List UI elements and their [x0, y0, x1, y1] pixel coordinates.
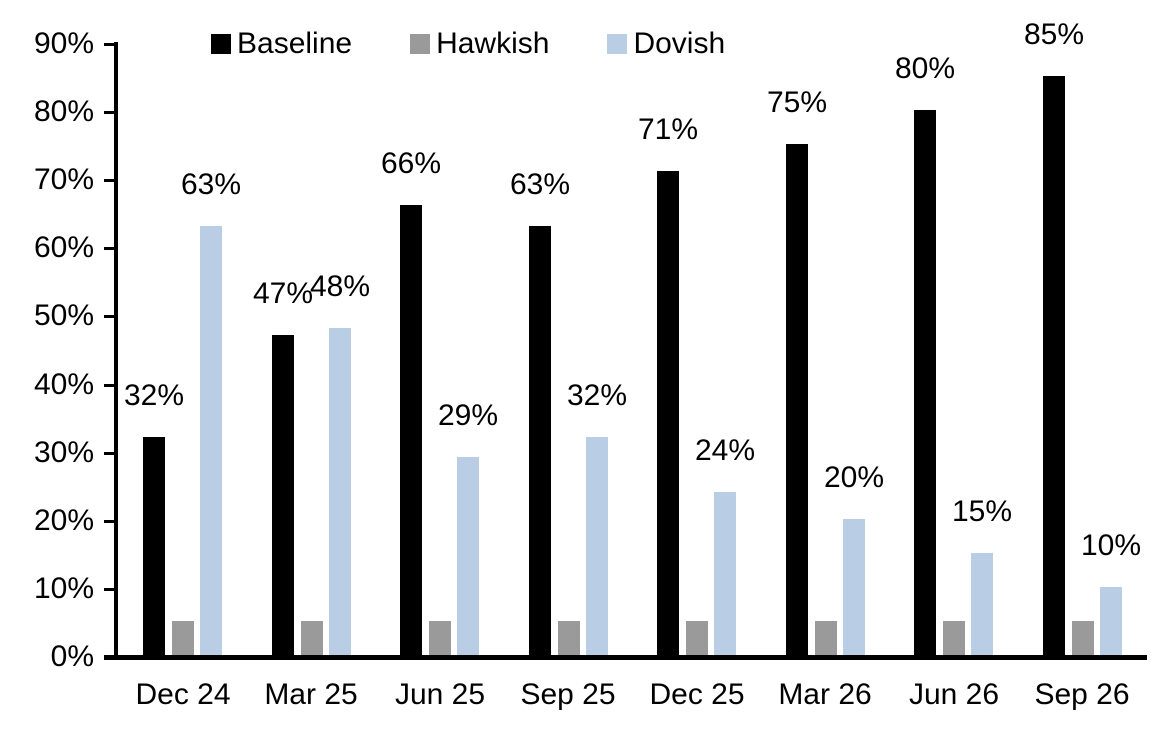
- x-axis-label-dec-24: Dec 24: [135, 678, 231, 711]
- bar-baseline-dec-25: [657, 171, 679, 657]
- bar-dovish-sep-26: [1100, 587, 1122, 657]
- y-axis-tick: [104, 43, 116, 46]
- bar-hawkish-sep-26: [1072, 621, 1094, 657]
- bar-baseline-sep-25: [529, 226, 551, 657]
- y-axis-tick: [104, 247, 116, 250]
- x-axis-label-jun-25: Jun 25: [394, 678, 486, 711]
- legend-item-baseline: Baseline: [211, 27, 352, 61]
- data-label-baseline-dec-24: 32%: [123, 379, 185, 412]
- legend-item-hawkish: Hawkish: [410, 27, 549, 61]
- bar-baseline-dec-24: [143, 437, 165, 657]
- y-axis-tick-label: 30%: [33, 436, 94, 469]
- bar-dovish-dec-24: [200, 226, 222, 657]
- legend-item-dovish: Dovish: [607, 27, 725, 61]
- bar-hawkish-sep-25: [558, 621, 580, 657]
- data-label-dovish-jun-26: 15%: [951, 495, 1013, 528]
- bar-baseline-sep-26: [1043, 76, 1065, 657]
- y-axis-tick-label: 40%: [33, 368, 94, 401]
- bar-dovish-jun-25: [457, 457, 479, 657]
- x-axis-label-sep-26: Sep 26: [1034, 678, 1130, 711]
- y-axis-tick-label: 70%: [33, 163, 94, 196]
- data-label-baseline-mar-26: 75%: [766, 86, 828, 119]
- x-axis-label-dec-25: Dec 25: [649, 678, 745, 711]
- legend-swatch-dovish-icon: [607, 34, 628, 54]
- data-label-dovish-sep-26: 10%: [1080, 529, 1142, 562]
- y-axis-tick-label: 50%: [33, 299, 94, 332]
- bar-hawkish-jun-26: [943, 621, 965, 657]
- data-label-baseline-dec-25: 71%: [637, 113, 699, 146]
- bar-hawkish-dec-25: [686, 621, 708, 657]
- data-label-baseline-sep-26: 85%: [1023, 18, 1085, 51]
- bar-hawkish-mar-25: [301, 621, 323, 657]
- legend-label-hawkish: Hawkish: [436, 27, 550, 60]
- bar-baseline-jun-26: [914, 110, 936, 657]
- y-axis-tick-label: 20%: [33, 504, 94, 537]
- y-axis-tick: [104, 111, 116, 114]
- bar-baseline-mar-25: [272, 335, 294, 657]
- y-axis-tick: [104, 315, 116, 318]
- x-axis-label-jun-26: Jun 26: [908, 678, 1000, 711]
- data-label-baseline-sep-25: 63%: [509, 168, 571, 201]
- bar-dovish-sep-25: [586, 437, 608, 657]
- y-axis-tick-label: 80%: [33, 95, 94, 128]
- x-axis-label-mar-25: Mar 25: [264, 678, 358, 711]
- bar-hawkish-mar-26: [815, 621, 837, 657]
- data-label-dovish-jun-25: 29%: [437, 399, 499, 432]
- data-label-baseline-jun-25: 66%: [380, 147, 442, 180]
- bar-dovish-jun-26: [971, 553, 993, 657]
- bar-hawkish-dec-24: [172, 621, 194, 657]
- bar-dovish-dec-25: [714, 492, 736, 657]
- bar-baseline-jun-25: [400, 205, 422, 657]
- y-axis-tick: [104, 179, 116, 182]
- x-axis-label-sep-25: Sep 25: [520, 678, 616, 711]
- data-label-dovish-dec-25: 24%: [694, 434, 756, 467]
- legend-label-baseline: Baseline: [237, 27, 353, 60]
- bar-hawkish-jun-25: [429, 621, 451, 657]
- y-axis-tick: [104, 588, 116, 591]
- bar-dovish-mar-26: [843, 519, 865, 657]
- data-label-dovish-dec-24: 63%: [180, 168, 242, 201]
- y-axis-tick-label: 0%: [50, 640, 94, 673]
- x-axis-label-mar-26: Mar 26: [778, 678, 872, 711]
- data-label-dovish-sep-25: 32%: [566, 379, 628, 412]
- y-axis-tick-label: 60%: [33, 231, 94, 264]
- data-label-baseline-jun-26: 80%: [894, 52, 956, 85]
- data-label-dovish-mar-26: 20%: [823, 461, 885, 494]
- legend-label-dovish: Dovish: [633, 27, 726, 60]
- y-axis-tick-label: 10%: [33, 572, 94, 605]
- chart-legend: Baseline Hawkish Dovish: [211, 27, 725, 61]
- y-axis-tick-label: 90%: [33, 27, 94, 60]
- bar-dovish-mar-25: [329, 328, 351, 657]
- bar-baseline-mar-26: [786, 144, 808, 657]
- data-label-baseline-mar-25: 47%: [252, 277, 314, 310]
- y-axis-tick: [104, 452, 116, 455]
- data-label-dovish-mar-25: 48%: [309, 270, 371, 303]
- y-axis-tick: [104, 520, 116, 523]
- y-axis-line: [114, 42, 118, 660]
- legend-swatch-hawkish-icon: [410, 34, 431, 54]
- x-axis-line: [104, 655, 1147, 660]
- y-axis-tick: [104, 384, 116, 387]
- legend-swatch-baseline-icon: [211, 34, 231, 54]
